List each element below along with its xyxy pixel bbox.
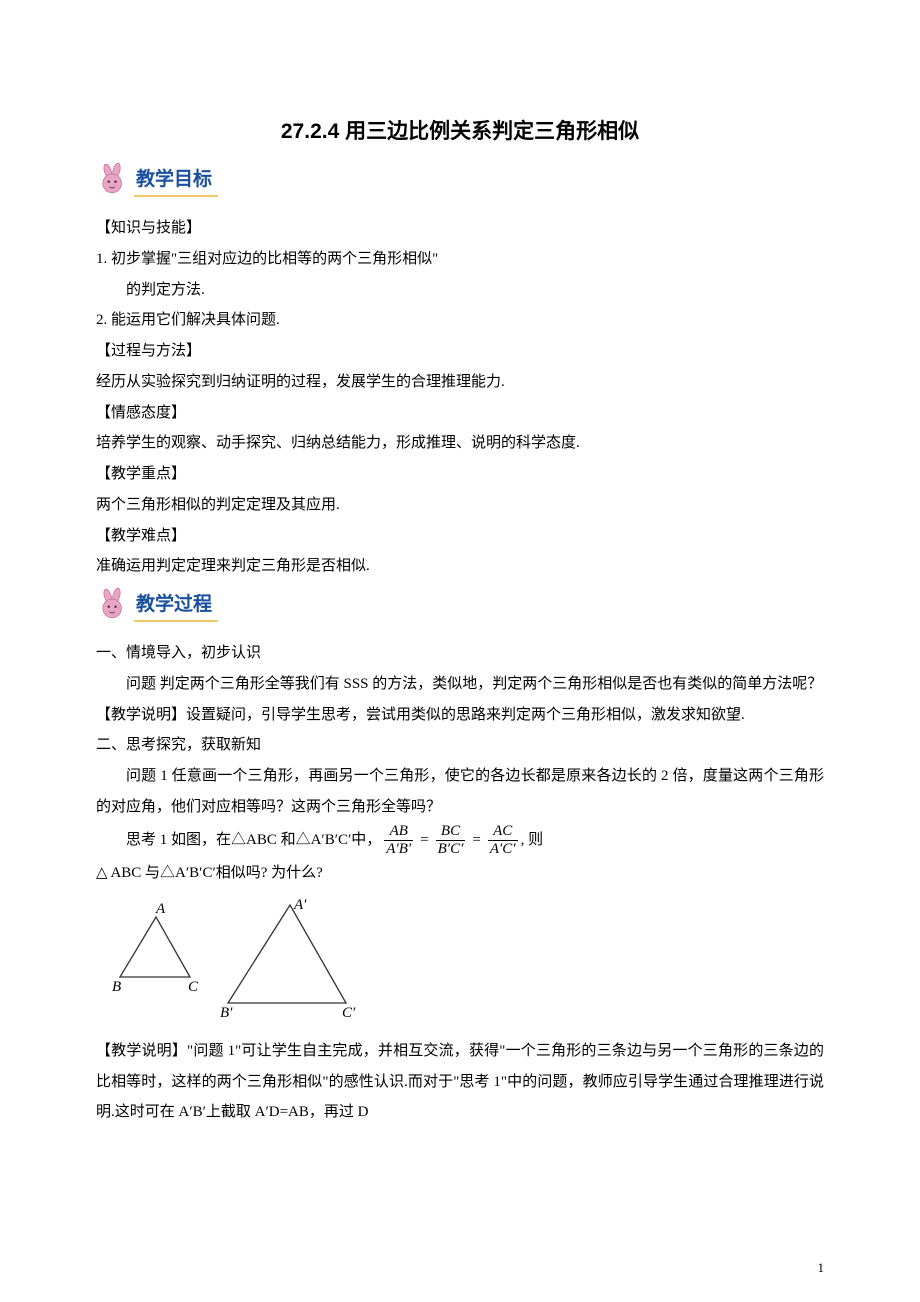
think1-tail: , 则 (521, 825, 544, 856)
think1-lead: 思考 1 如图，在△ABC 和△A′B′C′中， (96, 825, 381, 856)
heading-method: 【过程与方法】 (96, 336, 824, 367)
label-Cprime: C′ (342, 1005, 356, 1017)
label-B: B (112, 979, 121, 995)
equals-1: = (420, 825, 428, 856)
goal-method-body: 经历从实验探究到归纳证明的过程，发展学生的合理推理能力. (96, 367, 824, 398)
heading-difficulty: 【教学难点】 (96, 521, 824, 552)
page-number: 1 (818, 1260, 825, 1276)
goal-attitude-body: 培养学生的观察、动手探究、归纳总结能力，形成推理、说明的科学态度. (96, 428, 824, 459)
banner-process-label: 教学过程 (134, 593, 218, 622)
label-C: C (188, 979, 199, 995)
label-Bprime: B′ (220, 1005, 233, 1017)
frac2-num: BC (439, 823, 462, 840)
process-s1-note: 【教学说明】设置疑问，引导学生思考，尝试用类似的思路来判定两个三角形相似，激发求… (96, 700, 824, 731)
page-title: 27.2.4 用三边比例关系判定三角形相似 (96, 115, 824, 145)
goal-k2: 2. 能运用它们解决具体问题. (96, 305, 824, 336)
process-s2-head: 二、思考探究，获取新知 (96, 730, 824, 761)
process-s2-q1: 问题 1 任意画一个三角形，再画另一个三角形，使它的各边长都是原来各边长的 2 … (96, 761, 824, 823)
goal-k1a: 1. 初步掌握"三组对应边的比相等的两个三角形相似" (96, 244, 824, 275)
bunny-icon (96, 163, 130, 197)
heading-knowledge: 【知识与技能】 (96, 213, 824, 244)
frac3-num: AC (491, 823, 514, 840)
heading-focus: 【教学重点】 (96, 459, 824, 490)
process-explain: 【教学说明】"问题 1"可让学生自主完成，并相互交流，获得"一个三角形的三条边与… (96, 1036, 824, 1128)
banner-goal: 教学目标 (96, 163, 824, 197)
fraction-1: AB A′B′ (384, 823, 413, 859)
banner-goal-label: 教学目标 (134, 168, 218, 197)
heading-attitude: 【情感态度】 (96, 398, 824, 429)
process-s1-head: 一、情境导入，初步认识 (96, 638, 824, 669)
fraction-2: BC B′C′ (436, 823, 466, 859)
process-s1-question: 问题 判定两个三角形全等我们有 SSS 的方法，类似地，判定两个三角形相似是否也… (96, 669, 824, 700)
think1-line1: 思考 1 如图，在△ABC 和△A′B′C′中， AB A′B′ = BC B′… (96, 823, 824, 859)
frac1-den: A′B′ (384, 840, 413, 858)
label-Aprime: A′ (293, 899, 307, 913)
goal-k1b: 的判定方法. (96, 275, 824, 306)
triangles-figure: A B C A′ B′ C′ (108, 899, 824, 1022)
think1-line2: △ ABC 与△A′B′C′相似吗? 为什么? (96, 858, 824, 889)
frac3-den: A′C′ (488, 840, 518, 858)
label-A: A (155, 901, 166, 917)
banner-process: 教学过程 (96, 588, 824, 622)
frac2-den: B′C′ (436, 840, 466, 858)
bunny-icon (96, 588, 130, 622)
equals-2: = (472, 825, 480, 856)
fraction-3: AC A′C′ (488, 823, 518, 859)
goal-focus-body: 两个三角形相似的判定定理及其应用. (96, 490, 824, 521)
frac1-num: AB (388, 823, 410, 840)
goal-diff-body: 准确运用判定定理来判定三角形是否相似. (96, 551, 824, 582)
